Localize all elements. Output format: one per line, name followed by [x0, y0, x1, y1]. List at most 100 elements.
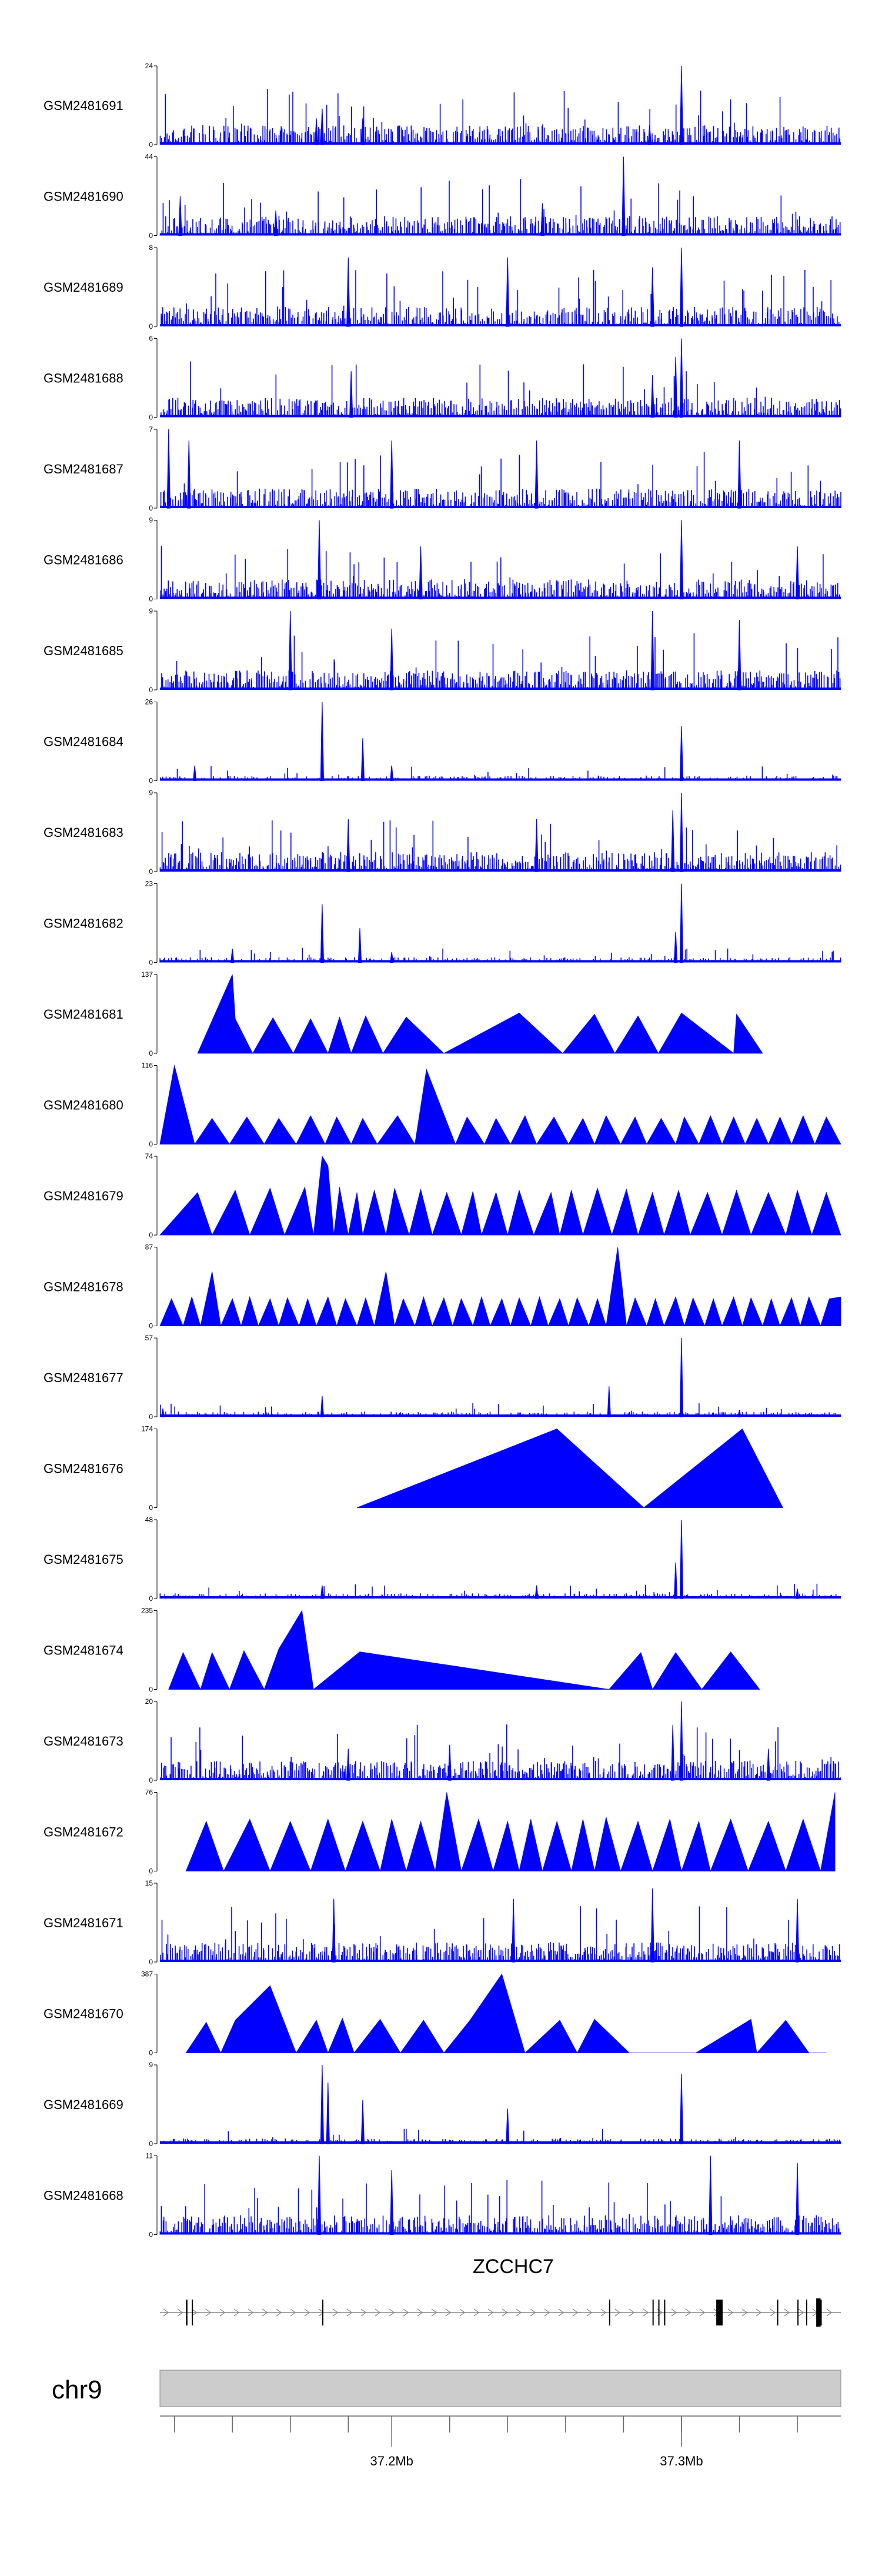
- coverage-peak: [358, 928, 362, 963]
- coverage-peak: [647, 125, 652, 145]
- coverage-baseline: [160, 1960, 841, 1962]
- strand-arrow-icon: [770, 2308, 776, 2317]
- coverage-peak: [360, 2100, 365, 2144]
- gene-exon: [652, 2300, 654, 2325]
- strand-arrow-icon: [685, 2308, 691, 2317]
- coverage-peak: [673, 1562, 678, 1599]
- strand-arrow-icon: [219, 2308, 226, 2317]
- coverage-area: [356, 1428, 784, 1509]
- coverage-peak: [320, 108, 325, 145]
- gene-exon: [797, 2300, 799, 2325]
- coverage-peak: [766, 1749, 770, 1781]
- track-label: GSM2481683: [44, 825, 123, 840]
- coverage-baseline: [160, 2232, 841, 2235]
- track-label: GSM2481670: [44, 2007, 123, 2021]
- strand-arrow-icon: [572, 2308, 579, 2317]
- gene-exon: [806, 2300, 807, 2325]
- track-GSM2481690: GSM2481690 44 0: [44, 153, 841, 240]
- coverage-baseline: [160, 415, 841, 418]
- strand-arrow-icon: [516, 2308, 522, 2317]
- track-GSM2481679: GSM2481679 74 0: [44, 1152, 841, 1239]
- track-GSM2481675: GSM2481675 48 0: [44, 1516, 841, 1603]
- gene-exon: [777, 2300, 779, 2325]
- track-label: GSM2481679: [44, 1189, 123, 1203]
- chromosome-axis: chr9 37.2Mb 37.3Mb: [52, 2370, 841, 2468]
- strand-arrow-icon: [727, 2308, 734, 2317]
- strand-arrow-icon: [699, 2308, 706, 2317]
- track-label: GSM2481672: [44, 1825, 123, 1840]
- strand-arrow-icon: [205, 2308, 212, 2317]
- y-tick-label-zero: 0: [149, 867, 153, 876]
- gene-exon: [192, 2300, 193, 2325]
- chromosome-ideogram: [159, 2370, 841, 2407]
- track-GSM2481687: GSM2481687 7 0: [44, 425, 841, 512]
- coverage-baseline: [160, 1778, 841, 1780]
- strand-arrow-icon: [784, 2308, 790, 2317]
- y-tick-label-zero: 0: [149, 1686, 153, 1694]
- coverage-peak: [320, 1396, 325, 1417]
- y-tick-label-zero: 0: [149, 1867, 153, 1876]
- coverage-baseline: [160, 2141, 841, 2144]
- coverage-peak: [346, 1749, 350, 1781]
- track-label: GSM2481674: [44, 1643, 123, 1658]
- track-GSM2481684: GSM2481684 26 0: [44, 698, 841, 785]
- coverage-peak: [320, 904, 325, 963]
- coverage-peak: [390, 628, 394, 690]
- track-label: GSM2481684: [44, 735, 123, 749]
- track-GSM2481672: GSM2481672 76 0: [44, 1788, 836, 1876]
- y-tick-label-zero: 0: [149, 1958, 153, 1966]
- coverage-baseline: [160, 324, 841, 326]
- track-label: GSM2481680: [44, 1098, 123, 1113]
- y-tick-label-max: 11: [146, 2152, 153, 2160]
- track-label: GSM2481681: [44, 1007, 123, 1022]
- coverage-peak: [737, 441, 741, 509]
- strand-arrow-icon: [614, 2308, 621, 2317]
- coverage-peak: [795, 2163, 800, 2235]
- strand-arrow-icon: [318, 2308, 325, 2317]
- coverage-peak: [737, 1410, 741, 1417]
- track-GSM2481677: GSM2481677 57 0: [44, 1334, 841, 1421]
- gene-exon: [322, 2300, 323, 2325]
- coverage-peak: [317, 520, 322, 600]
- coverage-peak: [534, 819, 539, 872]
- coverage-peak: [795, 1898, 800, 1963]
- y-tick-label-max: 57: [145, 1334, 153, 1342]
- track-label: GSM2481689: [44, 280, 123, 295]
- coverage-peak: [346, 257, 350, 327]
- coverage-baseline: [160, 142, 841, 145]
- coverage-peak: [161, 1408, 165, 1417]
- y-tick-label-max: 235: [141, 1607, 153, 1615]
- coverage-peak: [326, 2082, 330, 2144]
- strand-arrow-icon: [798, 2308, 804, 2317]
- track-GSM2481689: GSM2481689 8 0: [44, 243, 841, 331]
- coverage-peak: [679, 2073, 684, 2144]
- coverage-peak: [192, 765, 197, 782]
- coverage-peak: [506, 257, 510, 327]
- coverage-peak: [288, 610, 292, 690]
- strand-arrow-icon: [163, 2308, 169, 2317]
- strand-arrow-icon: [332, 2308, 339, 2317]
- coverage-peak: [317, 2155, 322, 2235]
- track-label: GSM2481687: [44, 462, 123, 476]
- y-tick-label-zero: 0: [149, 322, 153, 331]
- coverage-baseline: [160, 1414, 841, 1417]
- y-tick-label-zero: 0: [149, 232, 153, 240]
- chromosome-label: chr9: [52, 2375, 102, 2404]
- coverage-peak: [679, 520, 684, 600]
- y-tick-label-max: 387: [141, 1970, 153, 1978]
- track-GSM2481678: GSM2481678 87 0: [44, 1243, 841, 1330]
- track-GSM2481680: GSM2481680 116 0: [44, 1062, 841, 1149]
- y-tick-label-max: 23: [145, 880, 153, 888]
- gene-exon: [820, 2300, 822, 2325]
- coverage-peak: [390, 952, 394, 963]
- track-label: GSM2481677: [44, 1370, 123, 1385]
- coverage-peak: [709, 2155, 713, 2235]
- y-tick-label-max: 44: [145, 153, 153, 161]
- position-axis-label: 37.2Mb: [370, 2454, 413, 2468]
- y-tick-label-zero: 0: [149, 504, 153, 512]
- strand-arrow-icon: [431, 2308, 437, 2317]
- track-label: GSM2481685: [44, 643, 123, 658]
- track-label: GSM2481691: [44, 98, 123, 113]
- coverage-baseline: [160, 233, 841, 236]
